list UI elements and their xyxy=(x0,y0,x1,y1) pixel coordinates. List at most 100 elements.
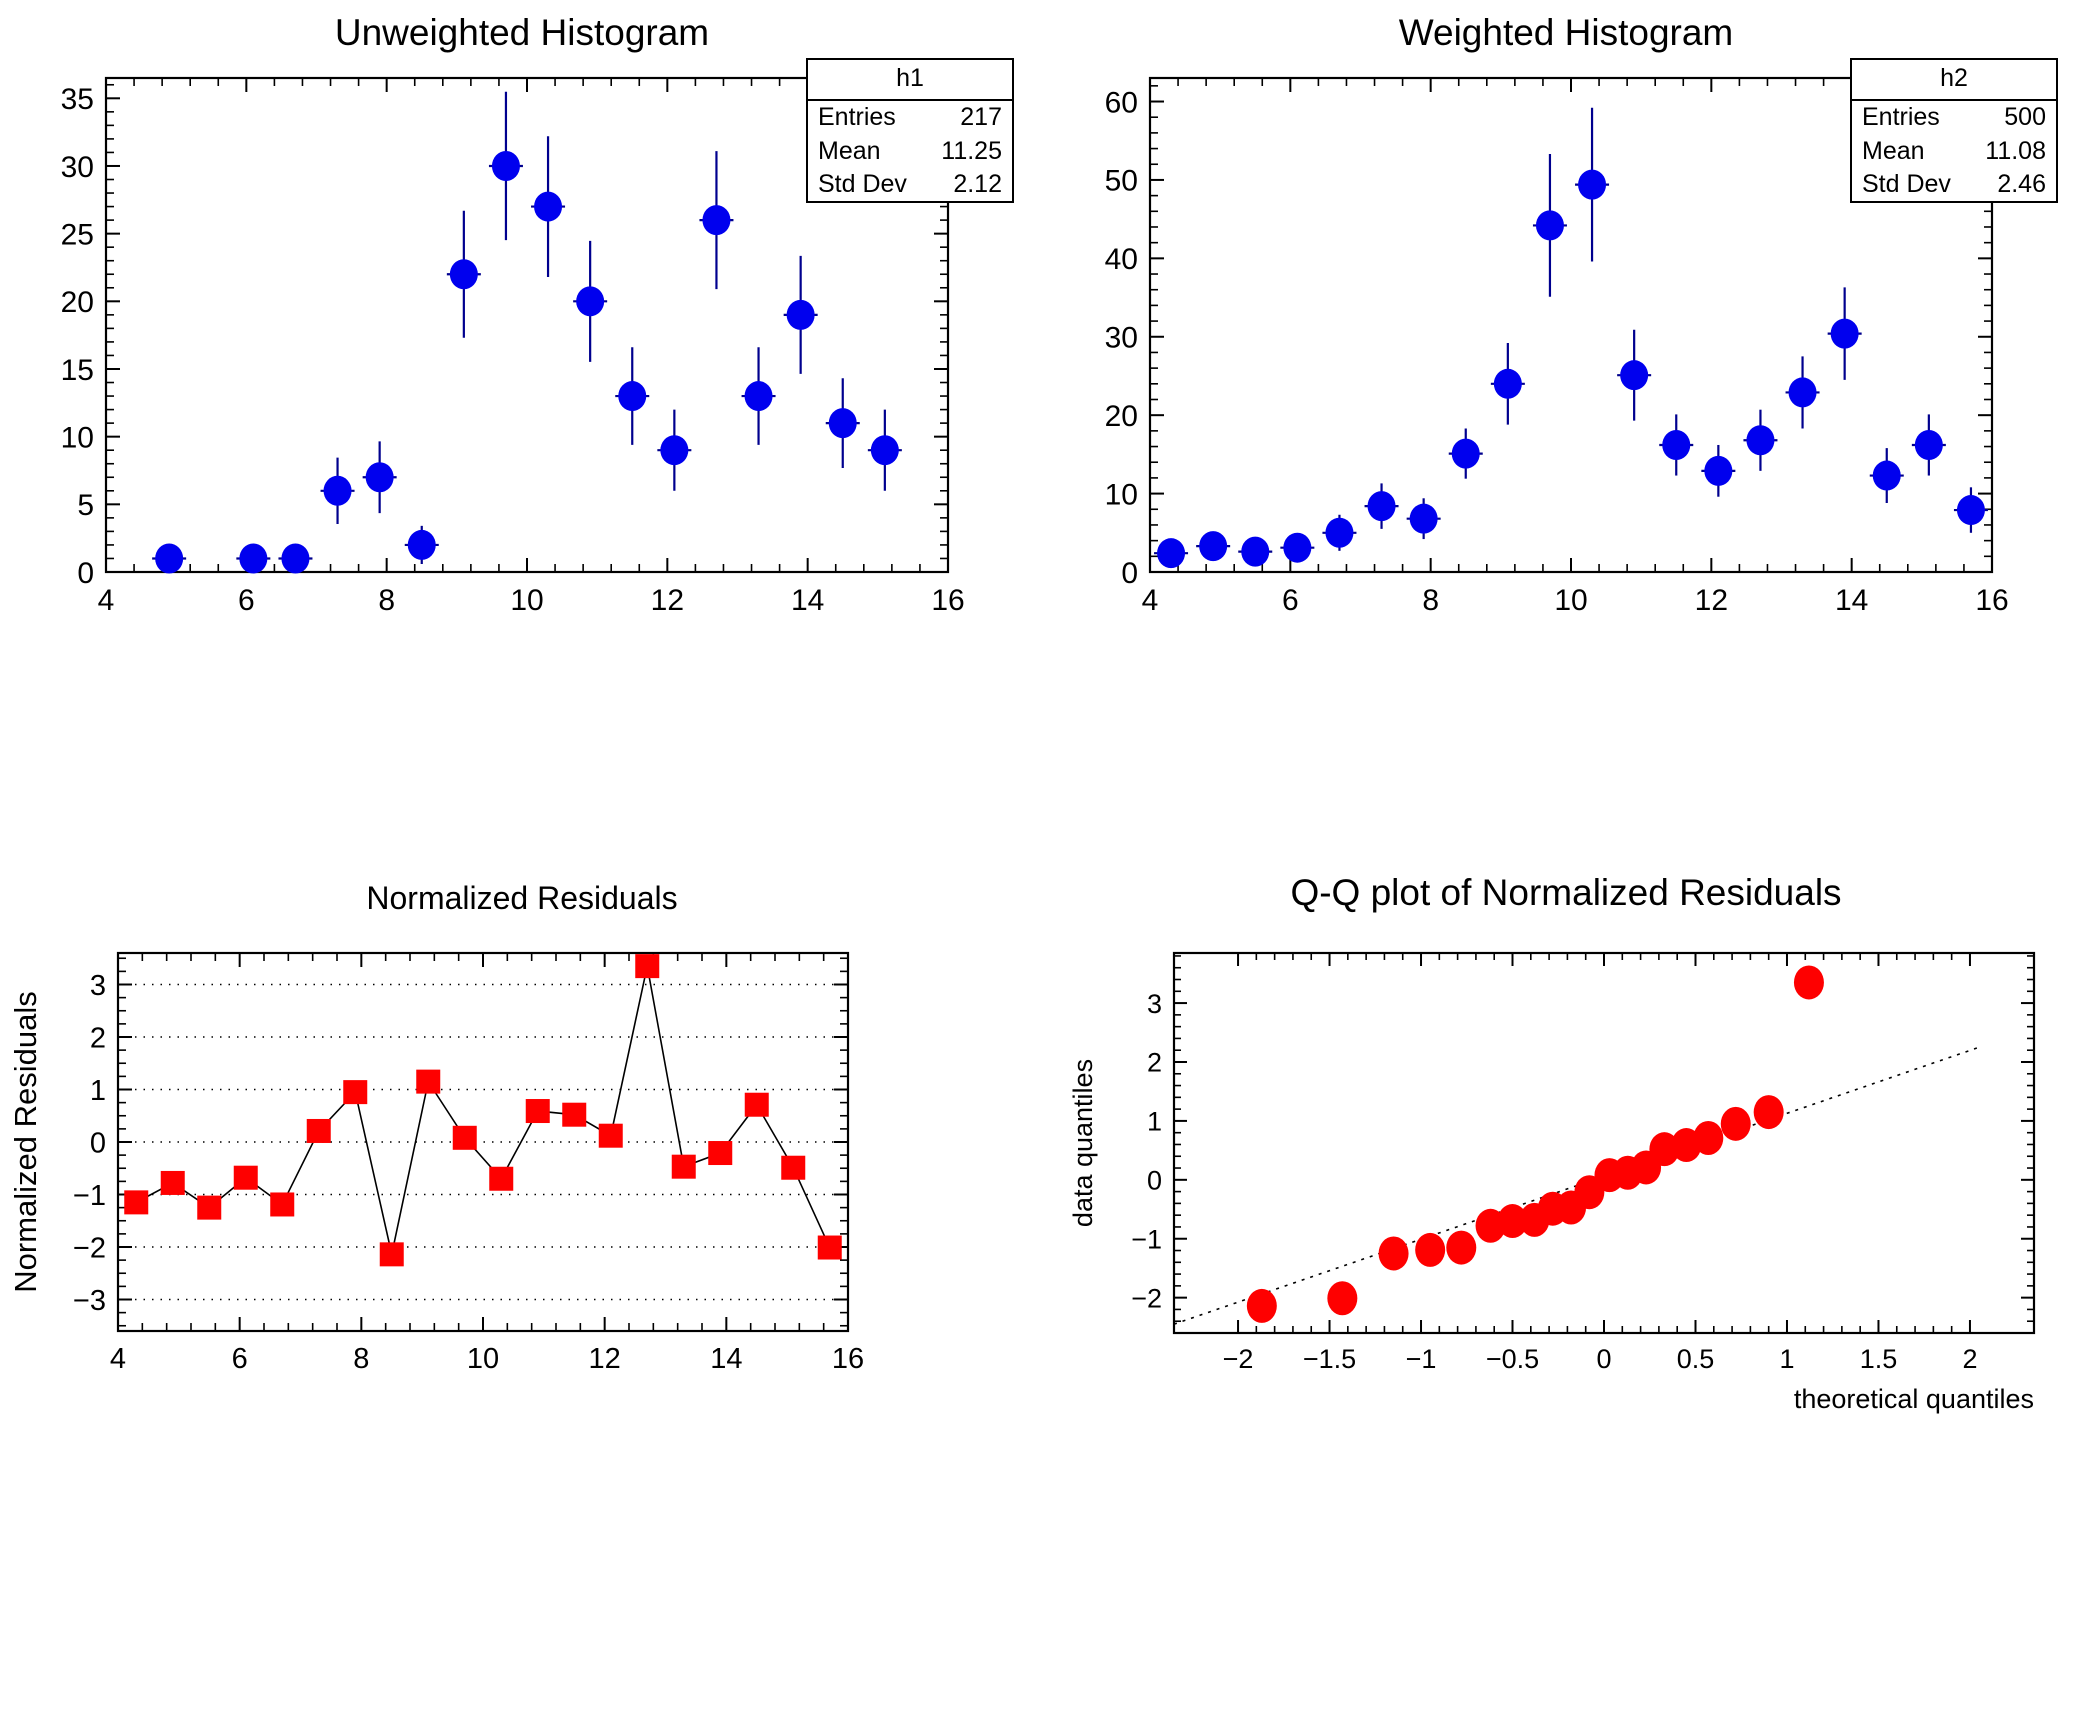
x-tick-label: 0.5 xyxy=(1677,1344,1715,1374)
y-tick-label: 1 xyxy=(1147,1107,1162,1137)
data-marker[interactable] xyxy=(598,1123,623,1148)
data-marker[interactable] xyxy=(306,1118,331,1143)
data-marker[interactable] xyxy=(155,543,184,574)
data-marker[interactable] xyxy=(124,1190,149,1215)
data-marker[interactable] xyxy=(1451,438,1480,469)
x-tick-label: 12 xyxy=(651,584,684,617)
data-marker[interactable] xyxy=(270,1192,295,1217)
data-marker[interactable] xyxy=(1241,536,1270,567)
data-marker[interactable] xyxy=(1956,495,1985,526)
data-marker[interactable] xyxy=(702,205,731,236)
stats-row: Std Dev 2.12 xyxy=(808,168,1012,201)
data-marker[interactable] xyxy=(1746,425,1775,456)
data-marker[interactable] xyxy=(1493,368,1522,399)
data-marker[interactable] xyxy=(407,529,436,560)
y-tick-label: 0 xyxy=(1147,1166,1162,1196)
data-marker[interactable] xyxy=(1415,1232,1446,1267)
data-marker[interactable] xyxy=(1720,1106,1751,1141)
data-polyline xyxy=(135,965,831,1255)
data-marker[interactable] xyxy=(1753,1095,1784,1130)
data-marker[interactable] xyxy=(828,408,857,439)
stats-key: Entries xyxy=(818,103,896,132)
data-marker[interactable] xyxy=(160,1170,185,1195)
data-marker[interactable] xyxy=(1830,318,1859,349)
data-marker[interactable] xyxy=(1157,538,1186,569)
y-tick-label: 35 xyxy=(61,83,94,116)
data-marker[interactable] xyxy=(233,1165,258,1190)
data-marker[interactable] xyxy=(1199,531,1228,562)
data-marker[interactable] xyxy=(491,150,520,181)
data-marker[interactable] xyxy=(1620,360,1649,391)
data-marker[interactable] xyxy=(708,1141,733,1166)
data-marker[interactable] xyxy=(1788,377,1817,408)
x-tick-label: 16 xyxy=(931,584,964,617)
data-marker[interactable] xyxy=(1325,517,1354,548)
data-marker[interactable] xyxy=(1327,1281,1358,1316)
data-marker[interactable] xyxy=(489,1166,514,1191)
data-marker[interactable] xyxy=(1793,965,1824,1000)
y-tick-label: −1 xyxy=(1131,1224,1162,1254)
y-tick-label: 10 xyxy=(1105,478,1138,511)
data-marker[interactable] xyxy=(1578,169,1607,200)
data-marker[interactable] xyxy=(781,1155,806,1180)
y-tick-label: 3 xyxy=(90,970,106,1002)
plot-area-qq: −2 −1.5 −1 −0.5 0 0.5 1 1.5 2 −2 −1 0 1 2 3 data quanti… xyxy=(1068,951,2036,1414)
data-marker[interactable] xyxy=(1409,503,1438,534)
stats-row: Mean 11.08 xyxy=(1852,135,2056,168)
data-marker[interactable] xyxy=(1497,1204,1528,1239)
data-marker[interactable] xyxy=(1246,1288,1277,1323)
data-marker[interactable] xyxy=(562,1102,587,1127)
data-marker[interactable] xyxy=(1872,460,1901,491)
stats-value: 217 xyxy=(960,103,1002,132)
x-tick-label: 6 xyxy=(232,1343,248,1375)
data-marker[interactable] xyxy=(1535,210,1564,241)
stats-value: 2.46 xyxy=(1997,169,2046,198)
data-marker[interactable] xyxy=(1662,429,1691,460)
data-marker[interactable] xyxy=(671,1154,696,1179)
x-tick-label: 1 xyxy=(1779,1344,1794,1374)
data-marker[interactable] xyxy=(817,1235,842,1260)
data-marker[interactable] xyxy=(744,381,773,412)
x-tick-label: 6 xyxy=(1282,584,1299,617)
data-marker[interactable] xyxy=(452,1125,477,1150)
data-marker[interactable] xyxy=(618,381,647,412)
data-marker[interactable] xyxy=(281,543,310,574)
x-tick-label: −1 xyxy=(1406,1344,1437,1374)
data-marker[interactable] xyxy=(660,435,689,466)
x-tick-label: 4 xyxy=(110,1343,126,1375)
stats-key: Mean xyxy=(818,136,881,165)
data-marker[interactable] xyxy=(870,435,899,466)
data-marker[interactable] xyxy=(576,286,605,317)
y-tick-label: 2 xyxy=(90,1022,106,1054)
data-marker[interactable] xyxy=(534,191,563,222)
data-marker[interactable] xyxy=(786,299,815,330)
y-tick-label: 30 xyxy=(1105,322,1138,355)
data-marker[interactable] xyxy=(1914,429,1943,460)
data-marker[interactable] xyxy=(1704,455,1733,486)
data-marker[interactable] xyxy=(525,1099,550,1124)
panel-title-residuals: Normalized Residuals xyxy=(366,880,678,916)
data-marker[interactable] xyxy=(343,1080,368,1105)
y-tick-label: 0 xyxy=(90,1127,106,1159)
data-marker[interactable] xyxy=(1693,1120,1724,1155)
data-marker[interactable] xyxy=(416,1069,441,1094)
data-marker[interactable] xyxy=(635,954,660,979)
data-marker[interactable] xyxy=(1378,1236,1409,1271)
data-marker[interactable] xyxy=(1283,532,1312,563)
data-marker[interactable] xyxy=(1367,491,1396,522)
x-tick-label: 4 xyxy=(98,584,115,617)
y-tick-label: 15 xyxy=(61,354,94,387)
data-marker[interactable] xyxy=(449,259,478,290)
data-marker[interactable] xyxy=(365,462,394,493)
data-marker[interactable] xyxy=(1446,1230,1477,1265)
y-axis-title: data quantiles xyxy=(1068,1059,1098,1227)
y-tick-label: 5 xyxy=(77,489,94,522)
data-marker[interactable] xyxy=(744,1092,769,1117)
data-marker[interactable] xyxy=(379,1242,404,1267)
data-marker[interactable] xyxy=(323,475,352,506)
data-marker[interactable] xyxy=(197,1195,222,1220)
y-tick-label: 60 xyxy=(1105,86,1138,119)
y-tick-label: 25 xyxy=(61,218,94,251)
stats-value: 500 xyxy=(2004,103,2046,132)
data-marker[interactable] xyxy=(239,543,268,574)
